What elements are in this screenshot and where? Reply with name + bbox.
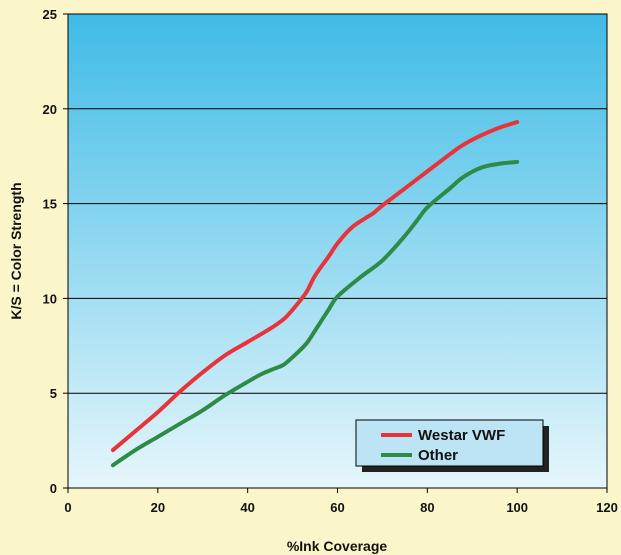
y-axis-label: K/S = Color Strength [8, 182, 24, 319]
legend: Westar VWF Other [355, 419, 549, 472]
y-tick-label: 10 [43, 291, 57, 306]
x-axis-label: %Ink Coverage [287, 538, 388, 554]
series-line-westar-vwf [110, 120, 520, 453]
y-tick-label: 25 [43, 7, 57, 22]
y-tick-label: 5 [50, 386, 57, 401]
series-lines [110, 120, 520, 468]
x-axis-ticks: 0 20 40 60 80 100 120 [64, 488, 618, 515]
series-line-other [110, 159, 520, 468]
legend-box [355, 419, 544, 467]
y-axis-ticks: 0 5 10 15 20 25 [43, 7, 68, 496]
y-tick-label: 20 [43, 102, 57, 117]
x-tick-label: 60 [330, 500, 344, 515]
legend-label-other: Other [418, 447, 458, 464]
x-tick-label: 20 [151, 500, 165, 515]
x-tick-label: 80 [420, 500, 434, 515]
x-tick-label: 40 [240, 500, 254, 515]
x-tick-label: 120 [596, 500, 618, 515]
y-tick-label: 15 [43, 197, 57, 212]
x-tick-label: 100 [506, 500, 528, 515]
plot-area [68, 14, 607, 488]
x-tick-label: 0 [64, 500, 71, 515]
y-tick-label: 0 [50, 481, 57, 496]
legend-label-westar: Westar VWF [418, 427, 505, 444]
gridlines [68, 108, 607, 394]
